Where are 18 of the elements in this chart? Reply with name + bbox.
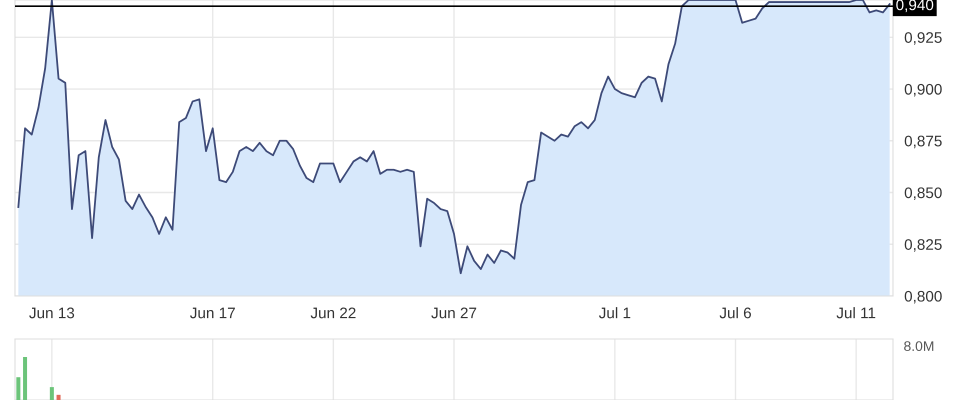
- x-tick-label: Jun 17: [190, 308, 235, 318]
- x-tick-label: Jun 22: [310, 308, 356, 318]
- bar: [56, 394, 61, 400]
- x-tick-label: Jul 6: [720, 307, 751, 318]
- x-tick-label: Jun 27: [431, 308, 476, 318]
- y-tick-label: 0,925: [904, 32, 942, 45]
- x-tick-label: Jun 13: [29, 308, 74, 318]
- bar: [23, 357, 28, 400]
- text: 8.0M: [904, 341, 934, 352]
- bar: [16, 377, 20, 400]
- bar: [50, 387, 54, 400]
- y-tick-label: 0,825: [904, 239, 942, 252]
- y-tick-label: 0,900: [904, 84, 942, 96]
- y-tick-label: 0,875: [904, 136, 942, 148]
- y-tick-label: 0,800: [904, 290, 942, 304]
- y-tick-label: 0,850: [904, 187, 942, 200]
- x-tick-label: Jul 11: [836, 307, 876, 318]
- x-tick-label: Jul 1: [598, 307, 630, 318]
